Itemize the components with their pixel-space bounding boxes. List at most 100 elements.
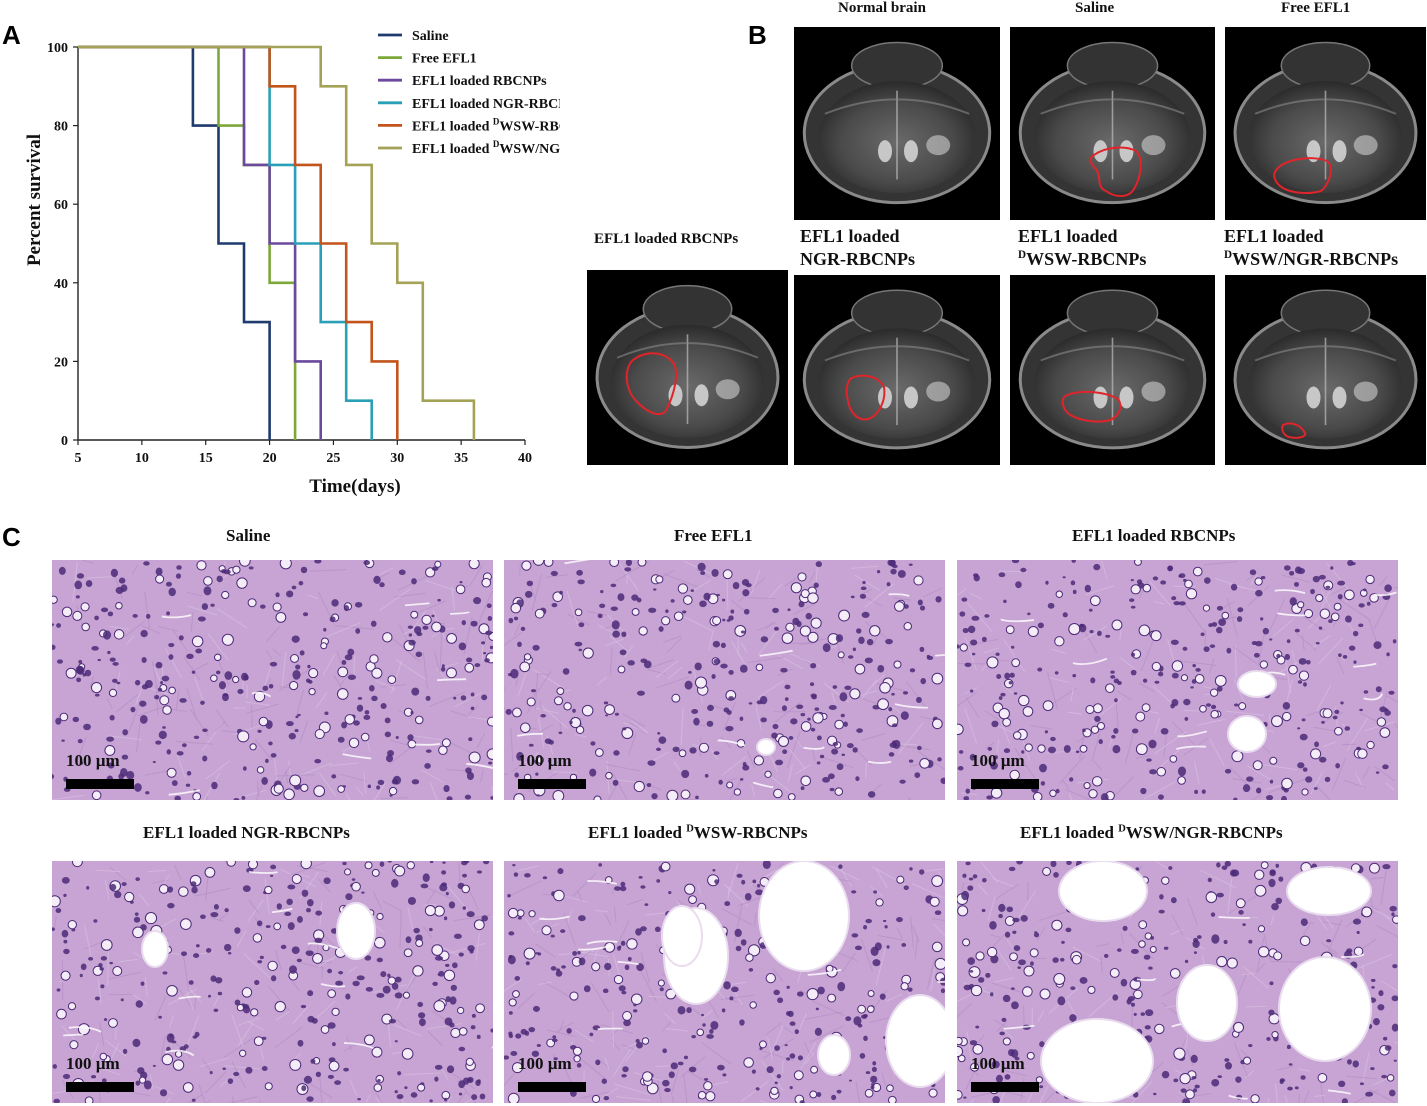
scale-bar	[971, 779, 1039, 789]
mri-caption-rbcnps: EFL1 loaded RBCNPs	[594, 231, 739, 247]
histo-caption-dual-pre: EFL1 loaded	[1020, 823, 1119, 842]
legend-label: EFL1 loaded NGR-RBCNPs	[412, 97, 560, 112]
mri-caption-dual-sup: D	[1224, 249, 1233, 261]
necrotic-void	[661, 905, 703, 967]
mri-slice-drawing	[1233, 41, 1418, 205]
y-tick-label: 100	[47, 41, 68, 56]
necrotic-void	[1040, 1018, 1154, 1103]
mri-caption-wsw-line1: EFL1 loaded	[1018, 226, 1118, 246]
histo-caption-dual-post: WSW/NGR-RBCNPs	[1125, 823, 1283, 842]
mri-caption-dual: EFL1 loaded DWSW/NGR-RBCNPs	[1224, 225, 1398, 271]
scale-bar-label: 100 µm	[66, 1054, 120, 1073]
x-tick-label: 10	[135, 451, 149, 466]
histo-caption-saline: Saline	[226, 526, 271, 545]
mri-caption-wsw-sup: D	[1018, 249, 1027, 261]
histo-caption-dual: EFL1 loaded DWSW/NGR-RBCNPs	[1020, 823, 1283, 843]
histo-image-wsw: 100 µm	[504, 861, 945, 1103]
panel-a-letter: A	[2, 20, 21, 50]
tumor-outline	[1281, 422, 1307, 439]
mri-slice-drawing	[595, 284, 780, 449]
necrotic-void	[1237, 670, 1277, 698]
panel-b-letter: B	[748, 20, 767, 50]
x-tick-label: 15	[199, 451, 213, 466]
series-line-2	[78, 45, 297, 440]
necrotic-void	[756, 738, 776, 756]
legend-label: EFL1 loaded DWSW/NGR-RBCNPs	[412, 139, 560, 157]
histo-caption-wsw-post: WSW-RBCNPs	[693, 823, 808, 842]
legend-label: EFL1 loaded DWSW-RBCNPs	[412, 116, 560, 134]
legend-label: EFL1 loaded RBCNPs	[412, 74, 547, 89]
histo-image-free: 100 µm	[504, 560, 945, 800]
necrotic-void	[1278, 956, 1372, 1062]
histo-image-dual: 100 µm	[957, 861, 1398, 1103]
necrotic-void	[1058, 861, 1148, 922]
mri-image-normal	[794, 27, 1000, 220]
histo-image-ngr: 100 µm	[52, 861, 493, 1103]
scale-bar-label: 100 µm	[66, 751, 120, 770]
histo-caption-ngr: EFL1 loaded NGR-RBCNPs	[143, 823, 350, 842]
mri-slice-drawing	[1018, 289, 1207, 450]
necrotic-void	[336, 902, 376, 960]
x-tick-label: 5	[75, 451, 82, 466]
histology-tissue-drawing	[504, 560, 945, 800]
tumor-outline	[625, 352, 677, 416]
mri-image-ngr	[794, 275, 1000, 465]
mri-caption-ngr: EFL1 loaded NGR-RBCNPs	[800, 225, 915, 271]
mri-caption-ngr-line2: NGR-RBCNPs	[800, 249, 915, 269]
histo-caption-rbcnps: EFL1 loaded RBCNPs	[1072, 526, 1236, 545]
scale-bar	[66, 779, 134, 789]
scale-bar-label: 100 µm	[971, 1054, 1025, 1073]
scale-bar	[971, 1082, 1039, 1092]
x-axis-label: Time(days)	[309, 476, 400, 497]
necrotic-void	[817, 1034, 851, 1076]
y-tick-label: 60	[54, 198, 68, 213]
histology-tissue-drawing	[52, 560, 493, 800]
x-tick-label: 30	[390, 451, 404, 466]
histology-tissue-drawing	[504, 861, 945, 1103]
legend-label: Saline	[412, 29, 449, 44]
mri-image-wsw	[1010, 275, 1215, 465]
histology-tissue-drawing	[957, 560, 1398, 800]
mri-slice-drawing	[1233, 289, 1418, 450]
scale-bar-label: 100 µm	[518, 751, 572, 770]
histo-caption-dual-sup: D	[1118, 823, 1126, 835]
series-line-1	[78, 45, 271, 440]
mri-slice-drawing	[802, 41, 992, 205]
scale-bar	[66, 1082, 134, 1092]
x-tick-label: 25	[326, 451, 340, 466]
series-line-6	[78, 45, 476, 440]
y-tick-label: 80	[54, 120, 68, 135]
x-tick-label: 20	[263, 451, 277, 466]
legend-label: Free EFL1	[412, 52, 477, 67]
y-tick-label: 20	[54, 355, 68, 370]
mri-caption-wsw-line2: WSW-RBCNPs	[1026, 249, 1147, 269]
histo-caption-wsw-sup: D	[686, 823, 694, 835]
scale-bar-label: 100 µm	[971, 751, 1025, 770]
survival-chart: 5 10 15 20 25 30 35 40 0 20 40 60 80 100 Saline Free E…	[24, 29, 560, 497]
mri-caption-dual-line1: EFL1 loaded	[1224, 226, 1324, 246]
scale-bar	[518, 1082, 586, 1092]
histo-image-saline: 100 µm	[52, 560, 493, 800]
mri-caption-dual-line2: WSW/NGR-RBCNPs	[1232, 249, 1399, 269]
mri-caption-free: Free EFL1	[1281, 0, 1351, 16]
histo-caption-wsw-pre: EFL1 loaded	[588, 823, 687, 842]
mri-caption-normal: Normal brain	[838, 0, 926, 16]
histo-image-rbcnps: 100 µm	[957, 560, 1398, 800]
necrotic-void	[1286, 866, 1372, 916]
necrotic-void	[758, 861, 850, 972]
necrotic-void	[1227, 715, 1267, 753]
mri-caption-wsw: EFL1 loaded DWSW-RBCNPs	[1018, 225, 1146, 271]
y-tick-label: 0	[61, 434, 68, 449]
mri-caption-ngr-line1: EFL1 loaded	[800, 226, 900, 246]
mri-image-dual	[1225, 275, 1426, 465]
panel-c-letter: C	[2, 522, 21, 552]
y-axis-label: Percent survival	[24, 134, 45, 266]
mri-image-free	[1225, 27, 1426, 220]
histology-tissue-drawing	[957, 861, 1398, 1103]
tumor-outline	[1273, 157, 1332, 194]
mri-image-saline	[1010, 27, 1215, 220]
necrotic-void	[885, 994, 945, 1088]
mri-slice-drawing	[802, 289, 992, 450]
series-line-3	[78, 45, 322, 440]
histology-tissue-drawing	[52, 861, 493, 1103]
